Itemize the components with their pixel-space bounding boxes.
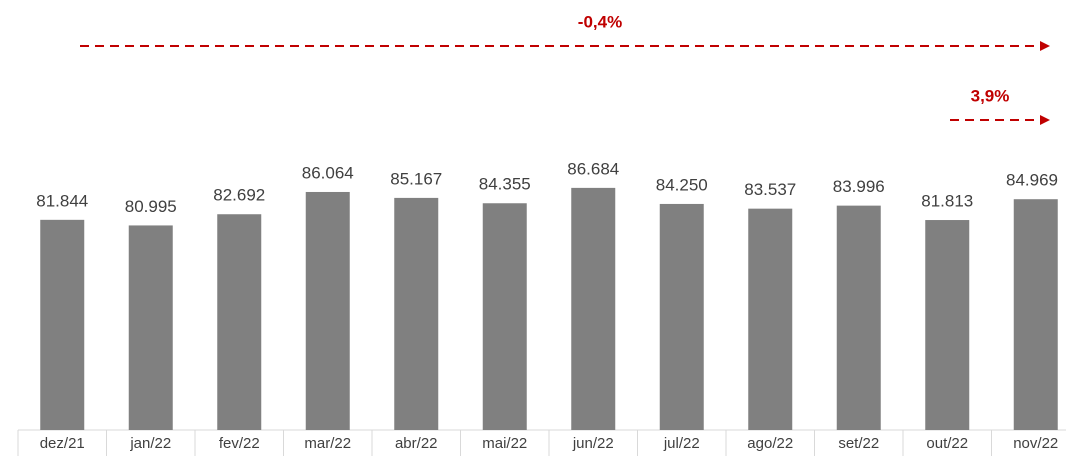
bar <box>1013 199 1058 430</box>
x-tick-label: ago/22 <box>747 435 793 452</box>
x-tick-label: set/22 <box>838 435 879 452</box>
x-tick-label: out/22 <box>926 435 968 452</box>
bar <box>128 225 173 430</box>
value-label: 83.996 <box>833 177 885 196</box>
bar <box>748 208 793 430</box>
value-label: 84.250 <box>656 175 708 194</box>
x-tick-label: jul/22 <box>663 435 700 452</box>
bar <box>217 214 262 430</box>
x-tick-label: jan/22 <box>129 435 171 452</box>
value-label: 85.167 <box>390 169 442 188</box>
value-label: 86.684 <box>567 159 619 178</box>
value-label: 84.355 <box>479 175 531 194</box>
bar <box>925 220 970 430</box>
value-label: 82.692 <box>213 186 265 205</box>
value-label: 80.995 <box>125 197 177 216</box>
bar <box>482 203 527 430</box>
value-label: 81.844 <box>36 191 88 210</box>
annotation: 3,9% <box>971 86 1010 105</box>
x-tick-label: mai/22 <box>482 435 527 452</box>
value-label: 83.537 <box>744 180 796 199</box>
annotation: -0,4% <box>578 12 622 31</box>
bar <box>40 219 85 430</box>
bar <box>394 197 439 430</box>
x-tick-label: abr/22 <box>395 435 438 452</box>
bar <box>571 187 616 430</box>
x-tick-label: nov/22 <box>1013 435 1058 452</box>
x-tick-label: dez/21 <box>40 435 85 452</box>
x-tick-label: fev/22 <box>219 435 260 452</box>
bar <box>836 205 881 430</box>
value-label: 81.813 <box>921 192 973 211</box>
x-tick-label: mar/22 <box>304 435 351 452</box>
bar <box>305 191 350 430</box>
value-label: 84.969 <box>1006 171 1058 190</box>
bar <box>659 203 704 430</box>
value-label: 86.064 <box>302 163 354 182</box>
x-tick-label: jun/22 <box>572 435 614 452</box>
